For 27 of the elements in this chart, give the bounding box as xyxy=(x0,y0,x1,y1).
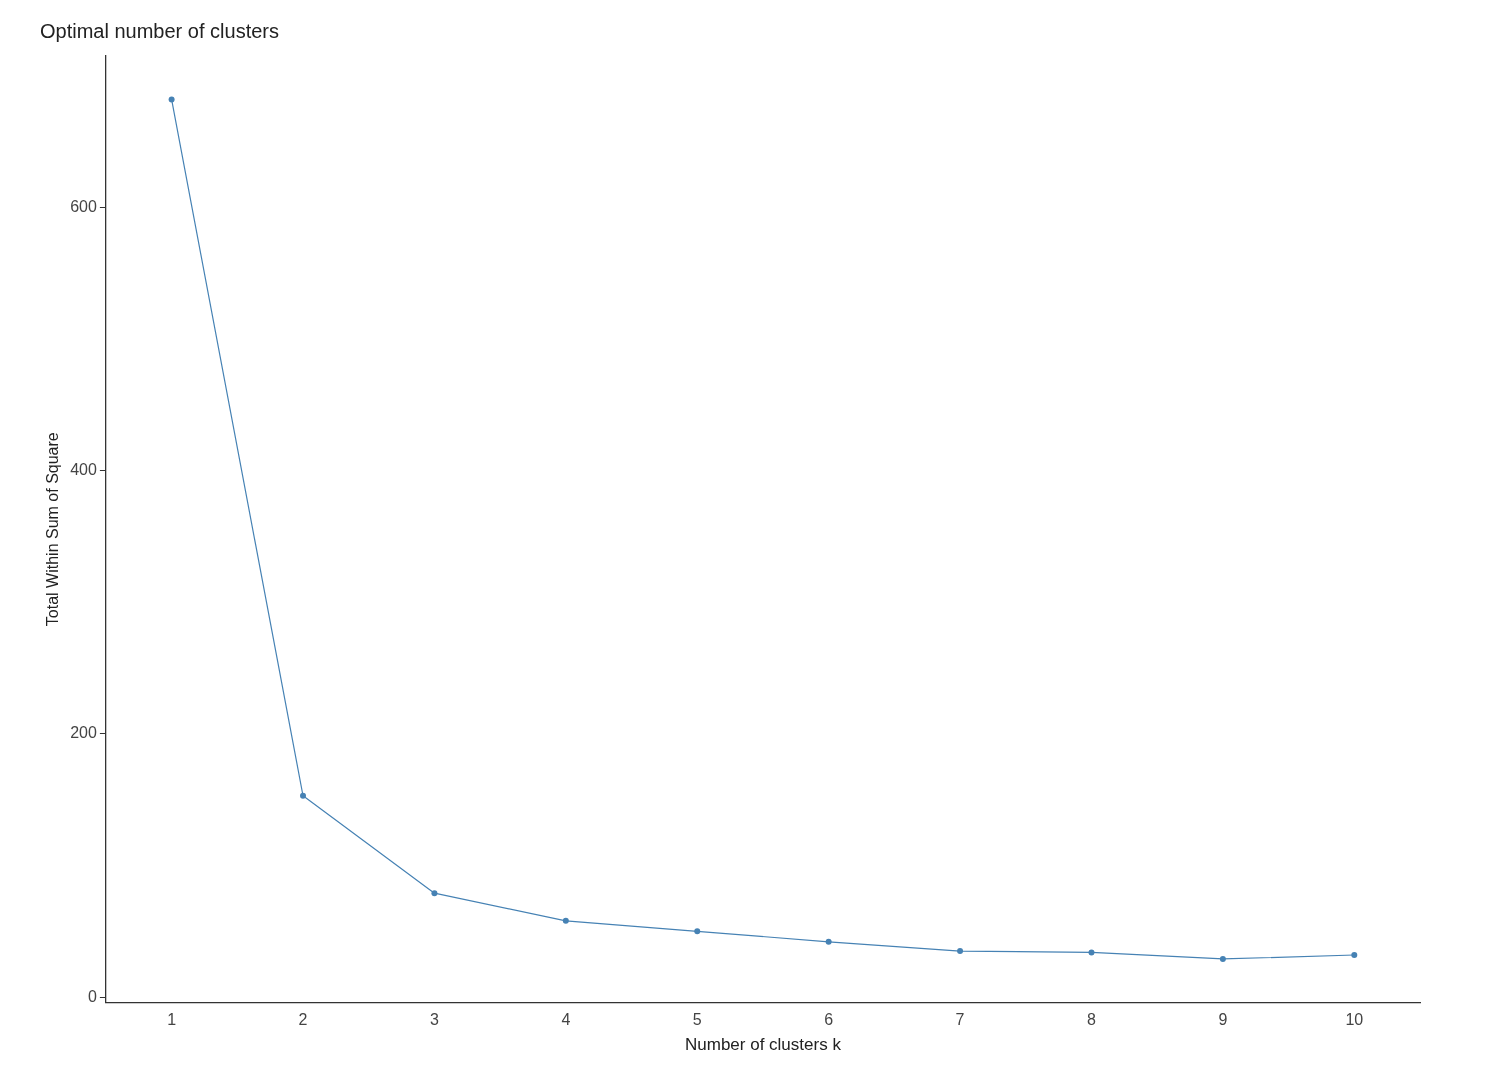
x-axis-title: Number of clusters k xyxy=(685,1035,842,1055)
y-tick-label: 400 xyxy=(70,461,97,479)
point xyxy=(562,917,569,924)
y-tick-label: 200 xyxy=(70,724,97,742)
point xyxy=(825,938,832,945)
x-tick-label: 9 xyxy=(1218,1011,1228,1029)
x-tick-label: 7 xyxy=(955,1011,965,1029)
x-tick-label: 6 xyxy=(824,1011,834,1029)
point xyxy=(168,96,175,103)
x-tick-label: 10 xyxy=(1345,1011,1364,1029)
y-tick-label: 600 xyxy=(70,197,97,215)
x-tick-label: 1 xyxy=(167,1011,177,1029)
point xyxy=(1088,949,1095,956)
x-tick-label: 3 xyxy=(429,1011,439,1029)
x-tick-label: 5 xyxy=(692,1011,702,1029)
point xyxy=(431,890,438,897)
x-tick-label: 8 xyxy=(1087,1011,1097,1029)
x-tick-label: 4 xyxy=(561,1011,571,1029)
chart-title: Optimal number of clusters xyxy=(40,19,279,42)
point xyxy=(957,948,964,955)
y-tick-label: 0 xyxy=(87,987,97,1005)
y-axis-title: Total Within Sum of Square xyxy=(44,432,62,627)
point xyxy=(1351,952,1358,959)
point xyxy=(694,928,701,935)
point xyxy=(1219,955,1226,962)
point xyxy=(300,792,307,799)
x-tick-label: 2 xyxy=(298,1011,308,1029)
